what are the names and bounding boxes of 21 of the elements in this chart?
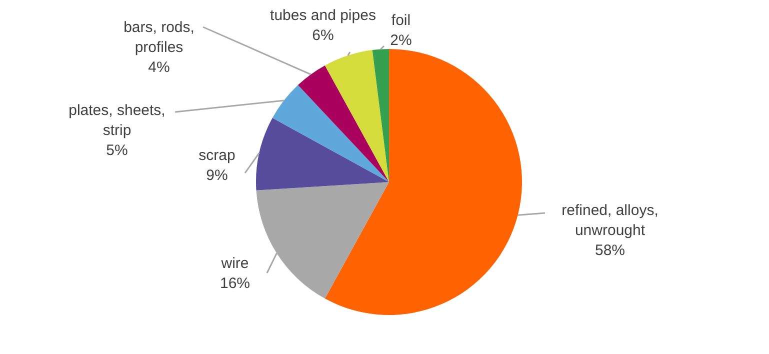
slice-label: tubes and pipes — [270, 7, 376, 24]
data-label: 2% — [390, 32, 412, 49]
slice-label: bars, rods, profiles — [124, 19, 194, 56]
data-label: 6% — [312, 27, 334, 44]
slice-label: plates, sheets, strip — [68, 102, 166, 139]
data-label: 5% — [106, 142, 128, 159]
pie-slice — [256, 118, 389, 190]
pie-slice — [372, 49, 389, 182]
slice-label: wire — [220, 255, 249, 272]
data-label: 9% — [206, 167, 228, 184]
slice-label: scrap — [198, 147, 236, 164]
data-label: 16% — [220, 275, 250, 292]
data-label: 4% — [148, 59, 170, 76]
pie-slice — [298, 65, 389, 182]
pie-slice — [272, 85, 389, 182]
slice-label: foil — [391, 12, 411, 29]
pie-slice — [324, 50, 389, 182]
pie-slice — [324, 49, 522, 315]
pie-slice — [256, 182, 389, 299]
data-label: 58% — [594, 242, 626, 259]
slice-label: refined, alloys, unwrought — [562, 202, 658, 239]
